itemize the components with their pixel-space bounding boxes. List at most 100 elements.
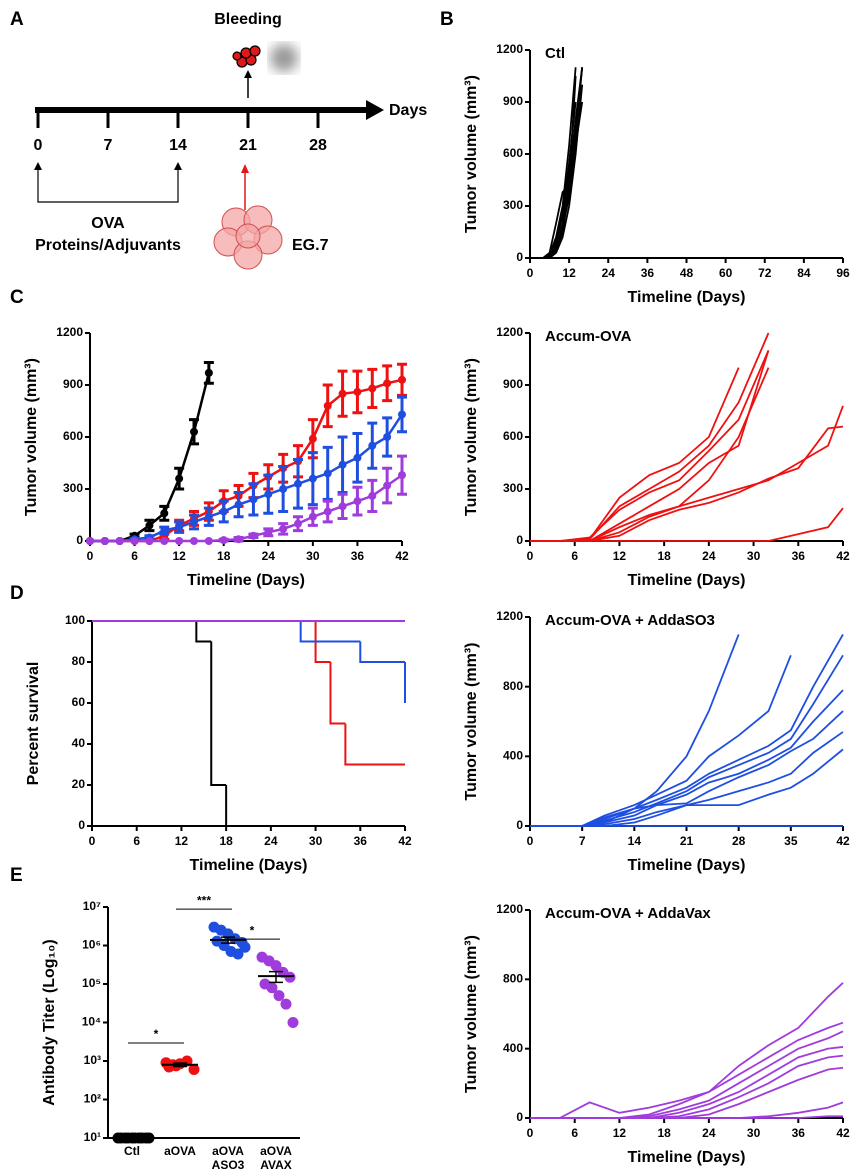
data-point [249,531,258,540]
data-point [398,410,406,419]
tumor-cells [213,205,283,270]
data-point [308,474,317,483]
data-point [270,960,282,972]
data-point [338,389,347,398]
data-point [86,537,94,545]
y-tick-label: 0 [516,1110,523,1124]
arrow-head [34,162,42,170]
bracket-label: OVA [91,215,125,232]
category-label-box: aOVA [164,1144,196,1158]
data-point [232,948,244,960]
x-tick-label: 6 [571,1126,578,1140]
x-tick-label: Ctl [124,1144,140,1158]
x-tick-label: 18 [657,1126,671,1140]
arrow-head [366,100,384,120]
x-tick-label: 0 [527,834,534,848]
x-tick-label: 30 [309,834,323,848]
x-tick-label: 28 [732,834,746,848]
data-point [368,491,377,500]
x-tick-label: 0 [527,549,534,563]
data-point [287,1017,299,1028]
x-tick-label: 30 [747,1126,761,1140]
survival-step [195,621,212,643]
series-line [530,332,770,542]
data-point [266,982,278,994]
data-point [273,990,285,1002]
y-tick-label: 1200 [496,609,523,623]
x-tick-label: 84 [797,266,811,280]
bracket-label: Proteins/Adjuvants [35,237,181,254]
y-tick-label: 0 [76,533,83,547]
data-point [280,998,292,1010]
y-axis-label: Tumor volume (mm³) [463,75,480,233]
y-tick-label: 0 [78,818,85,832]
cell-label: EG.7 [292,237,329,254]
series-line [530,1115,843,1119]
x-tick-label: 72 [758,266,772,280]
series-line [530,1030,844,1119]
series-line [530,634,740,827]
x-tick-label: 24 [702,549,716,563]
y-tick-label: 400 [503,1041,523,1055]
x-tick-label: 18 [219,834,233,848]
x-tick-label: 12 [172,549,186,563]
x-axis-label: Timeline (Days) [628,289,746,306]
data-point [338,502,347,511]
x-tick-label: aOVA [164,1144,196,1158]
category-label-box: aOVA AVAX [260,1144,292,1170]
y-tick-label: 400 [503,749,523,763]
y-tick-label: 10² [84,1092,101,1106]
y-tick-label: 300 [503,198,523,212]
y-tick-label: 800 [503,972,523,986]
data-point [204,537,213,545]
survival-step [329,662,346,725]
x-axis-label: Timeline (Days) [187,572,305,589]
day-label: 28 [309,137,327,154]
data-point [264,490,273,499]
y-tick-label: 1200 [496,42,523,56]
bleeding-label: Bleeding [214,11,282,28]
series-line [90,474,403,543]
panel-letter: C [10,287,24,308]
data-point [294,479,302,488]
x-tick-label: 7 [579,834,586,848]
survival-step [359,641,405,663]
x-tick-label: 12 [175,834,189,848]
x-axis-label: Timeline (Days) [628,1149,746,1166]
data-point [160,526,169,535]
y-axis-label: Tumor volume (mm³) [23,358,40,516]
x-tick-label: aOVA AVAX [260,1144,292,1170]
data-point [383,433,392,441]
data-point [353,453,362,462]
x-tick-label: 24 [262,549,276,563]
y-tick-label: 10⁷ [83,899,101,913]
timeline-ticks [36,110,320,128]
x-tick-label: 24 [602,266,616,280]
data-point [145,521,154,530]
y-axis-label: Tumor volume (mm³) [463,935,480,1093]
data-point [368,384,377,393]
data-point [190,427,198,436]
category-label-box: aOVA ASO3 [212,1144,245,1170]
data-point [204,512,213,521]
data-point [323,507,332,516]
data-point [190,537,198,545]
x-tick-label: 48 [680,266,694,280]
x-tick-label: 42 [395,549,409,563]
y-axis-label: Percent survival [25,662,42,786]
y-tick-label: 100 [65,613,85,627]
data-point [115,537,124,545]
data-point [175,523,184,532]
x-tick-label: 21 [680,834,694,848]
y-tick-label: 20 [72,777,86,791]
x-tick-label: 30 [747,549,761,563]
series-line [530,633,844,827]
y-tick-label: 10⁴ [82,1015,101,1029]
x-tick-label: 36 [792,549,806,563]
y-tick-label: 800 [503,679,523,693]
data-point [353,497,362,506]
survival-step [299,621,361,643]
survival-step [314,621,331,663]
x-tick-label: 36 [641,266,655,280]
